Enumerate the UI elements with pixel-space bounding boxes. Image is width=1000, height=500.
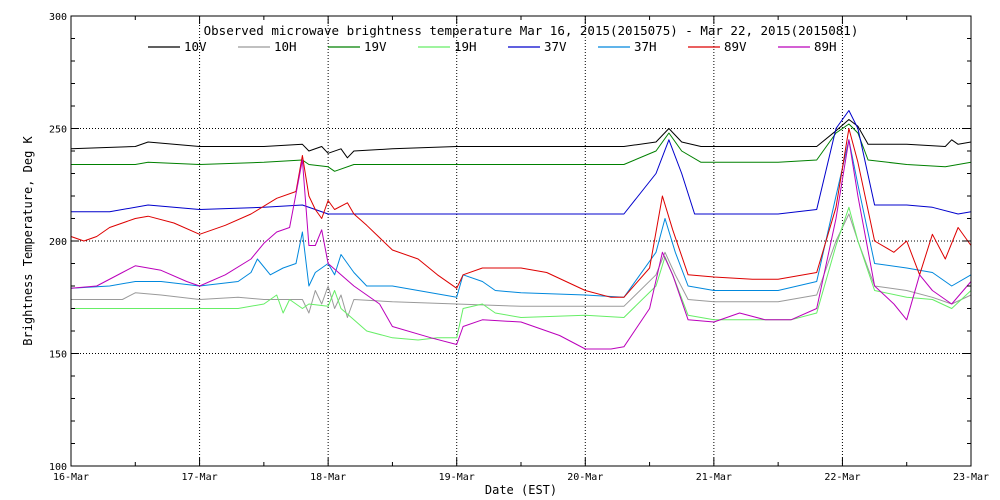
- series-line-89v: [70, 128, 972, 298]
- series-line-10v: [70, 119, 972, 159]
- y-tick-label: 300: [49, 12, 67, 23]
- y-tick-label: 150: [49, 350, 67, 361]
- series-line-10h: [71, 213, 972, 318]
- y-tick-label: 250: [49, 125, 67, 136]
- legend-label-19v: 19V: [364, 39, 387, 54]
- legend-label-89v: 89V: [724, 39, 747, 54]
- legend-label-89h: 89H: [814, 39, 837, 54]
- legend-label-37h: 37H: [634, 39, 657, 54]
- series-line-89h: [70, 139, 972, 350]
- series-lines: [70, 110, 972, 350]
- axis-ticks: 16-Mar 17-Mar 18-Mar 19-Mar 20-Mar 21-Mar 22-M…: [49, 12, 989, 483]
- y-tick-label: 100: [49, 462, 67, 473]
- legend-label-10v: 10V: [184, 39, 207, 54]
- x-tick-label: 18-Mar: [310, 472, 346, 483]
- legend-label-19h: 19H: [454, 39, 477, 54]
- series-line-19h: [71, 206, 972, 341]
- x-axis-title: Date (EST): [485, 483, 557, 497]
- chart-title: Observed microwave brightness temperatur…: [204, 23, 859, 38]
- x-tick-label: 21-Mar: [696, 472, 732, 483]
- legend-label-10h: 10H: [274, 39, 297, 54]
- x-tick-label: 23-Mar: [953, 472, 989, 483]
- x-tick-label: 22-Mar: [824, 472, 860, 483]
- x-tick-label: 19-Mar: [439, 472, 475, 483]
- y-axis-title: Brightness Temperature, Deg K: [21, 135, 35, 345]
- series-line-19v: [71, 123, 972, 172]
- x-tick-label: 17-Mar: [182, 472, 218, 483]
- legend: 10V 10H 19V 19H 37V 37H 89V 89H: [148, 39, 837, 54]
- x-tick-label: 16-Mar: [53, 472, 89, 483]
- series-line-37v: [71, 110, 972, 215]
- series-line-37h: [70, 139, 972, 298]
- legend-label-37v: 37V: [544, 39, 567, 54]
- y-tick-label: 200: [49, 237, 67, 248]
- x-tick-label: 20-Mar: [567, 472, 603, 483]
- grid: [71, 16, 971, 466]
